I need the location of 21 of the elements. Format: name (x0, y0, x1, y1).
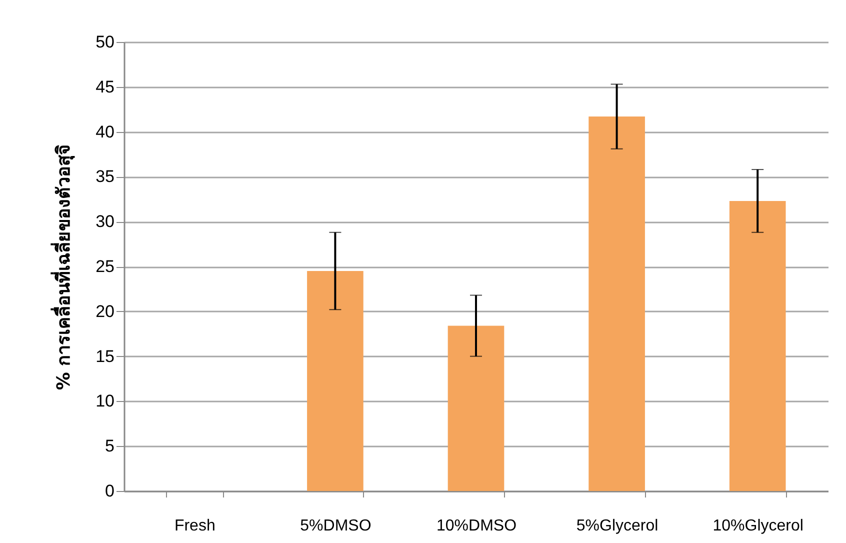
y-tick-label: 10 (96, 392, 114, 411)
y-tick-label: 35 (96, 167, 114, 186)
y-tick-label: 20 (96, 302, 114, 321)
y-axis-title: % การเคลื่อนที่เฉลี่ยของตัวอสุจิ (50, 144, 76, 390)
bar (448, 326, 504, 491)
y-tick-label: 45 (96, 77, 114, 96)
y-tick-label: 30 (96, 212, 114, 232)
y-tick-label: 5 (105, 436, 114, 456)
bar (307, 270, 364, 491)
x-tick-label: 10%Glycerol (712, 518, 804, 534)
y-tick-label: 50 (96, 32, 114, 52)
x-tick-label: 5%Glycerol (576, 518, 658, 534)
x-tick-label: Fresh (174, 518, 216, 534)
bar (588, 116, 645, 491)
y-tick-label: 0 (105, 482, 114, 500)
x-tick-label: 5%DMSO (300, 518, 372, 534)
y-tick-label: 15 (96, 346, 114, 366)
bar (729, 200, 786, 491)
y-tick-label: 40 (96, 122, 114, 142)
y-tick-label: 25 (96, 257, 114, 276)
x-tick-label: 10%DMSO (436, 518, 517, 534)
